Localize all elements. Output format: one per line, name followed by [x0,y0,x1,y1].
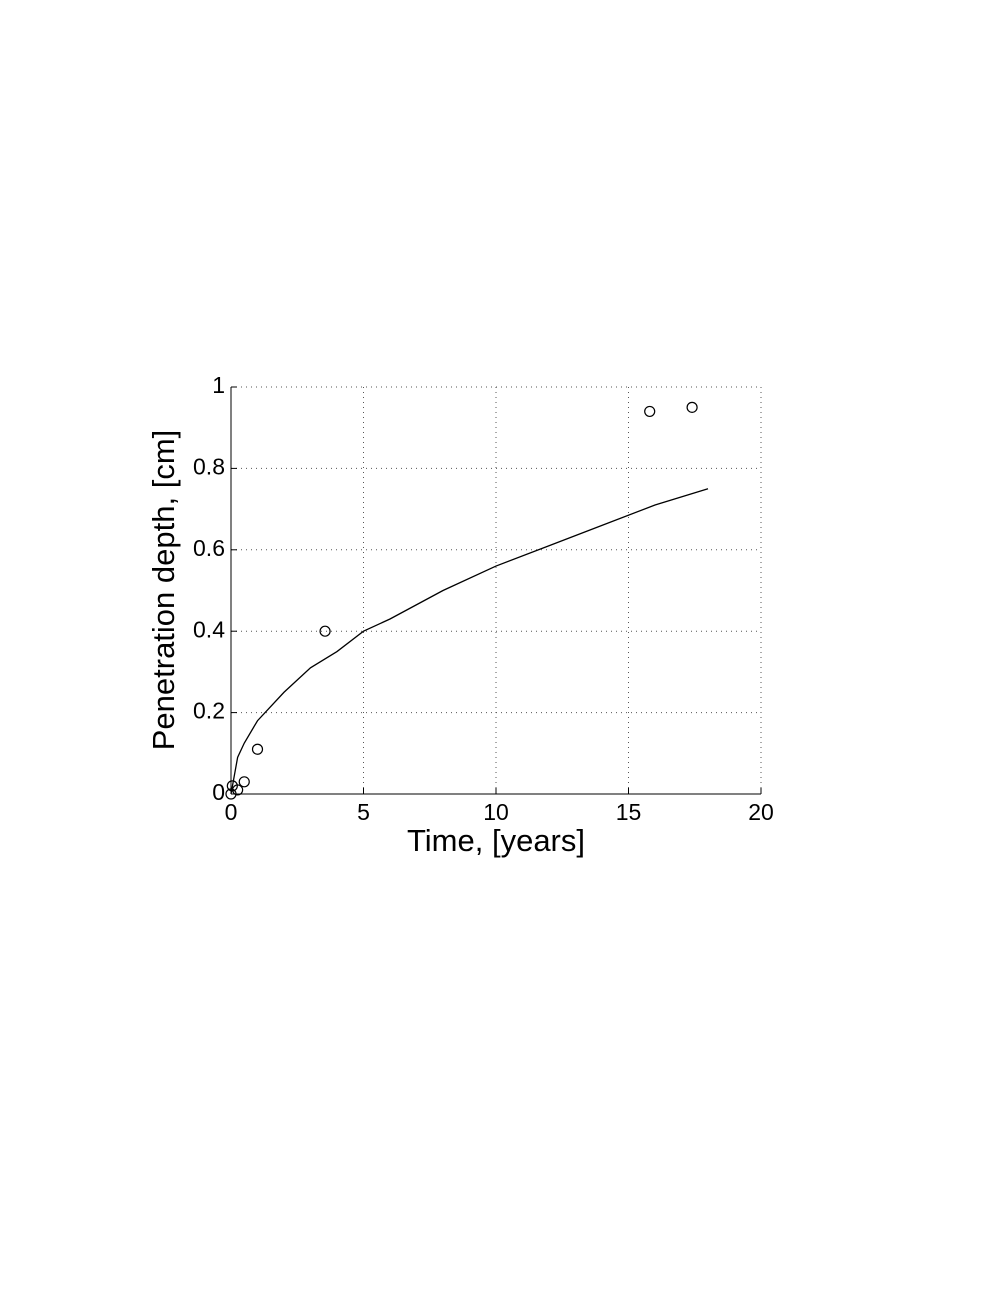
y-tick-label: 0.2 [193,698,225,724]
x-tick-label: 15 [616,799,642,825]
x-tick-label: 5 [357,799,370,825]
x-tick-label: 10 [483,799,509,825]
data-point [225,788,237,800]
x-tick-label: 0 [225,799,238,825]
data-point [686,401,698,413]
data-point [232,784,244,796]
y-axis-label: Penetration depth, [cm] [146,430,181,751]
y-tick-label: 1 [212,372,225,398]
y-tick-label: 0.4 [193,616,225,642]
x-axis-label: Time, [years] [407,823,585,858]
y-tick-label: 0.6 [193,535,225,561]
data-point [251,743,264,755]
fit-line [230,488,709,795]
data-point [238,776,250,788]
data-point [644,405,656,418]
y-tick-label: 0.8 [193,453,225,479]
data-point [319,625,331,637]
x-tick-label: 20 [748,799,774,825]
y-tick-label: 0 [212,779,225,805]
